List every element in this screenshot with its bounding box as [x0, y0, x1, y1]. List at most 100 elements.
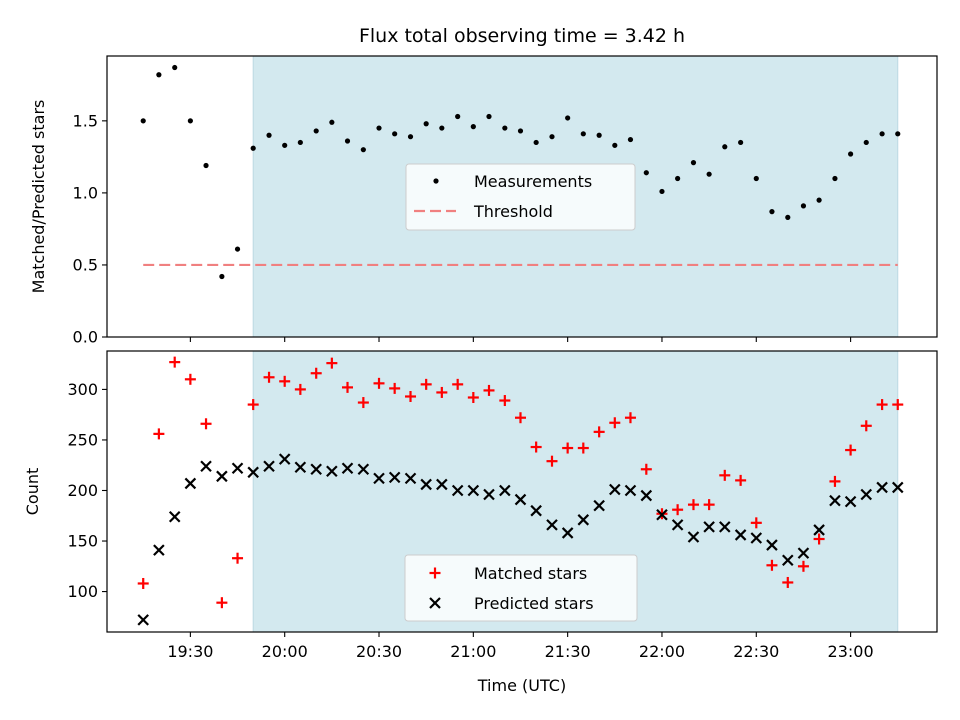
top-legend: Measurements Threshold [405, 163, 636, 231]
predicted-star-point [687, 531, 700, 543]
matched-star-point [232, 552, 244, 564]
predicted-star-point [624, 484, 637, 497]
predicted-star-point [310, 463, 322, 476]
measurement-point [816, 197, 822, 203]
predicted-star-point [168, 510, 181, 523]
predicted-star-point [656, 508, 668, 521]
predicted-star-point [436, 478, 448, 491]
x-tick-label: 20:30 [356, 642, 402, 661]
predicted-star-point [326, 465, 338, 478]
predicted-stars-points [137, 453, 904, 626]
predicted-star-point [671, 519, 684, 531]
measurement-point [596, 132, 602, 138]
legend-x-glyph [429, 597, 441, 609]
predicted-star-point [357, 463, 370, 476]
y-tick-label: 0.0 [73, 328, 98, 347]
measurement-point [659, 188, 665, 195]
x-tick-label: 19:30 [167, 642, 213, 661]
measurement-point [376, 125, 382, 131]
measurement-point [785, 214, 791, 220]
predicted-star-point [184, 477, 197, 490]
predicted-star-point [876, 481, 888, 494]
matched-star-point [703, 499, 715, 511]
measurement-point [344, 138, 351, 144]
top-axes-frame [106, 55, 938, 338]
matched-star-point [829, 475, 841, 487]
matched-star-point [467, 391, 479, 403]
matched-star-point [797, 560, 809, 572]
measurement-point [612, 142, 618, 148]
predicted-star-point [719, 521, 731, 533]
measurement-point [722, 144, 728, 150]
matched-star-point [294, 383, 306, 395]
predicted-star-point [577, 514, 590, 526]
measurement-point [486, 113, 492, 120]
predicted-star-point [153, 544, 165, 556]
predicted-star-point [640, 489, 653, 502]
matched-star-point [216, 597, 228, 609]
predicted-star-point [703, 521, 715, 533]
matched-star-point [624, 412, 636, 424]
predicted-star-point [499, 484, 511, 497]
predicted-star-point [813, 524, 825, 536]
predicted-star-point [782, 554, 794, 567]
legend-measurements-label: Measurements [474, 172, 592, 191]
legend-matched-label: Matched stars [474, 564, 587, 583]
measurement-point [769, 209, 775, 215]
matched-star-point [876, 399, 888, 411]
matched-star-point [373, 377, 385, 389]
top-panel: 0.0 0.5 1.0 1.5 Flux total observing time =… [29, 25, 938, 347]
matched-star-point [514, 412, 526, 424]
predicted-star-point [891, 481, 904, 494]
x-axis-label: Time (UTC) [477, 676, 566, 695]
predicted-star-point [388, 471, 401, 484]
matched-star-point [860, 420, 872, 432]
matched-star-point [593, 426, 605, 438]
measurement-point [140, 118, 146, 124]
predicted-star-point [561, 527, 574, 539]
measurement-point [313, 128, 319, 134]
measurement-point [172, 64, 178, 71]
matched-star-point [892, 399, 904, 411]
legend-matched-marker [429, 567, 441, 579]
measurement-point [580, 131, 586, 137]
matched-star-point [420, 378, 432, 390]
matched-star-point [342, 381, 354, 393]
predicted-star-point [373, 472, 385, 485]
measurement-point [266, 132, 272, 138]
predicted-star-point [420, 478, 432, 491]
predicted-star-point [844, 495, 857, 508]
x-tick-label: 20:00 [262, 642, 308, 661]
measurement-point [627, 136, 634, 143]
measurement-point [203, 162, 209, 169]
predicted-star-point [829, 494, 841, 507]
predicted-star-point [263, 460, 275, 473]
top-legend-box [405, 163, 636, 231]
x-tick-label: 21:00 [450, 642, 496, 661]
measurement-point [533, 139, 539, 146]
measurement-point [234, 246, 241, 252]
measurement-point [439, 125, 445, 131]
predicted-star-point [530, 504, 542, 517]
measurement-point [392, 131, 398, 137]
measurement-point [423, 121, 429, 127]
measurement-point [753, 175, 759, 182]
matched-star-point [357, 397, 369, 409]
matched-star-point [153, 428, 165, 440]
x-tick-label: 23:00 [828, 642, 874, 661]
matched-star-point [766, 559, 778, 571]
matched-star-point [137, 577, 149, 589]
matched-star-point [263, 371, 275, 383]
predicted-star-point [734, 529, 747, 541]
measurement-point [895, 131, 901, 137]
predicted-star-point [797, 547, 810, 559]
bottom-y-ticks: 100 150 200 250 300 [67, 380, 107, 601]
matched-star-point [499, 395, 511, 407]
measurement-point [502, 125, 508, 131]
matched-star-point [813, 533, 825, 545]
top-y-axis-label: Matched/Predicted stars [29, 100, 48, 294]
measurement-point [360, 147, 366, 153]
matched-star-point [640, 463, 652, 475]
predicted-star-point [609, 483, 621, 496]
measurement-points [140, 64, 901, 280]
